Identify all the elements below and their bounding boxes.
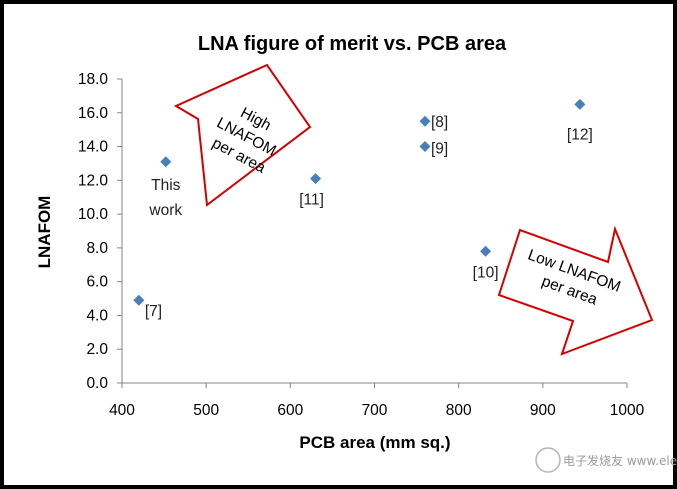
y-tick-label: 14.0 — [78, 139, 109, 156]
data-point-label: [11] — [299, 192, 324, 209]
data-point-label: [7] — [145, 303, 162, 320]
y-axis-ticks: 0.0 2.0 4.0 6.0 8.0 10.0 12.0 14.0 16.0 18.0 — [78, 71, 122, 392]
high-lnafom-arrow: High LNAFOM per area — [173, 63, 312, 207]
data-point-marker — [310, 173, 322, 185]
data-point-marker — [419, 141, 431, 153]
data-points: This work [7] [8] [9] [10] [11] [12] — [133, 98, 593, 320]
data-point-label: This work — [148, 177, 182, 219]
x-tick-label: 700 — [362, 402, 388, 419]
arrow-up-left-shape — [173, 63, 312, 207]
chart-title: LNA figure of merit vs. PCB area — [198, 33, 507, 55]
data-point-label: [9] — [431, 141, 448, 158]
y-tick-label: 12.0 — [78, 172, 109, 189]
data-point-label: [8] — [431, 114, 448, 131]
x-tick-label: 600 — [277, 402, 303, 419]
x-axis-title: PCB area (mm sq.) — [299, 433, 450, 452]
y-tick-label: 2.0 — [86, 341, 108, 358]
y-tick-label: 8.0 — [86, 240, 108, 257]
data-point-marker — [133, 294, 145, 306]
y-tick-label: 4.0 — [86, 307, 108, 324]
low-lnafom-arrow: Low LNAFOM per area — [497, 225, 654, 356]
data-point-marker — [574, 98, 586, 110]
x-tick-label: 900 — [530, 402, 556, 419]
data-point-label: [12] — [567, 126, 593, 143]
data-point-marker — [419, 115, 431, 127]
y-axis-title: LNAFOM — [35, 196, 54, 269]
watermark-text: 电子发烧友 www.elecfans.com — [563, 453, 677, 468]
data-point-marker — [160, 156, 172, 168]
watermark: 电子发烧友 www.elecfans.com — [535, 447, 677, 473]
x-tick-label: 400 — [109, 402, 135, 419]
y-tick-label: 0.0 — [86, 375, 108, 392]
arrow-down-right-shape — [497, 225, 654, 356]
data-point-label: [10] — [473, 264, 499, 281]
x-tick-label: 1000 — [610, 402, 645, 419]
x-axis-ticks: 400 500 600 700 800 900 1000 — [109, 383, 645, 419]
data-point-marker — [480, 245, 492, 257]
y-tick-label: 6.0 — [86, 274, 108, 291]
y-tick-label: 16.0 — [78, 105, 109, 122]
y-tick-label: 10.0 — [78, 206, 109, 223]
y-tick-label: 18.0 — [78, 71, 109, 88]
watermark-logo-icon — [535, 447, 561, 473]
x-tick-label: 500 — [193, 402, 219, 419]
x-tick-label: 800 — [446, 402, 472, 419]
